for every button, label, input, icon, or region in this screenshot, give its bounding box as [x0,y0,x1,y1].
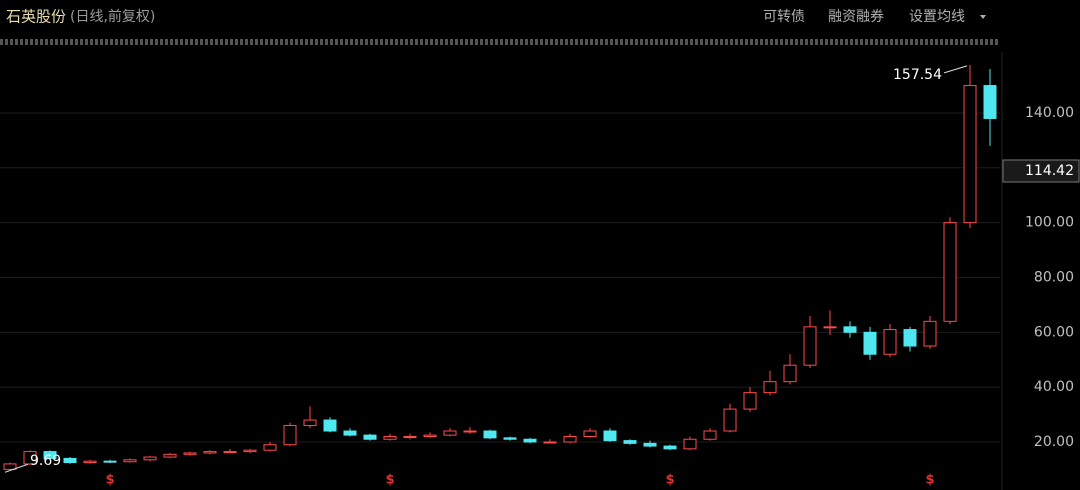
candle-body [363,434,377,440]
candle-body [343,430,357,436]
candle-body [23,451,37,465]
candle-body [983,85,997,119]
candle-body [543,441,557,444]
candle-body [403,435,417,438]
toolbar-button[interactable]: 可转债 [763,9,805,25]
candle-body [663,445,677,450]
candle-body [303,419,317,427]
candle-body [383,435,397,440]
candle-body [603,430,617,442]
candle-body [143,456,157,461]
y-tick-label: 40.00 [1034,379,1074,395]
candle-body [3,463,17,470]
y-tick-label: 140.00 [1025,105,1074,121]
y-tick-label: 80.00 [1034,269,1074,285]
candle-body [203,451,217,454]
y-tick-label: 20.00 [1034,434,1074,450]
min-arrow [4,463,29,473]
candle-body [423,434,437,437]
candle-body [583,430,597,437]
max-arrow [943,65,968,74]
dropdown-arrow[interactable] [980,15,986,19]
chart-subtitle: (日线,前复权) [70,8,155,25]
price-tag-box [1002,159,1080,183]
candle-body [43,451,57,459]
toolbar-button[interactable]: 设置均线 [909,9,965,25]
candle-body [643,442,657,447]
candle-body [823,326,837,329]
candle-body [63,457,77,464]
candle-body [283,425,297,446]
candle-body [863,331,877,355]
candle-body [843,326,857,333]
candle-body [443,430,457,436]
candle-body [483,430,497,439]
candle-body [263,444,277,451]
price-tag: 114.42 [1025,163,1074,179]
min-label: 9.69 [30,453,61,469]
candle-body [523,438,537,443]
candle-body [723,408,737,432]
event-marker: $ [665,473,674,488]
y-tick-label: 60.00 [1034,324,1074,340]
candle-body [243,449,257,453]
event-marker: $ [925,473,934,488]
candle-body [683,438,697,450]
candle-body [923,320,937,347]
candle-body [223,451,237,454]
toolbar-button[interactable]: 融资融券 [828,9,884,25]
candle-body [703,430,717,440]
candle-body [963,85,977,224]
candle-body [323,419,337,432]
candle-body [503,437,517,440]
candle-body [103,460,117,463]
candle-body [943,222,957,322]
candle-body [883,329,897,355]
event-marker: $ [105,473,114,488]
candle-body [803,326,817,366]
candle-body [763,381,777,394]
candle-body [623,440,637,444]
candle-body [163,453,177,458]
candle-body [83,460,97,464]
candle-body [183,452,197,455]
candle-body [463,430,477,433]
candle-body [783,364,797,383]
candle-body [743,392,757,410]
candle-body [123,459,137,463]
max-label: 157.54 [893,67,942,83]
candle-body [563,435,577,443]
y-tick-label: 100.00 [1025,215,1074,231]
stock-name: 石英股份 [6,8,66,26]
candle-body [903,329,917,347]
event-marker: $ [385,473,394,488]
